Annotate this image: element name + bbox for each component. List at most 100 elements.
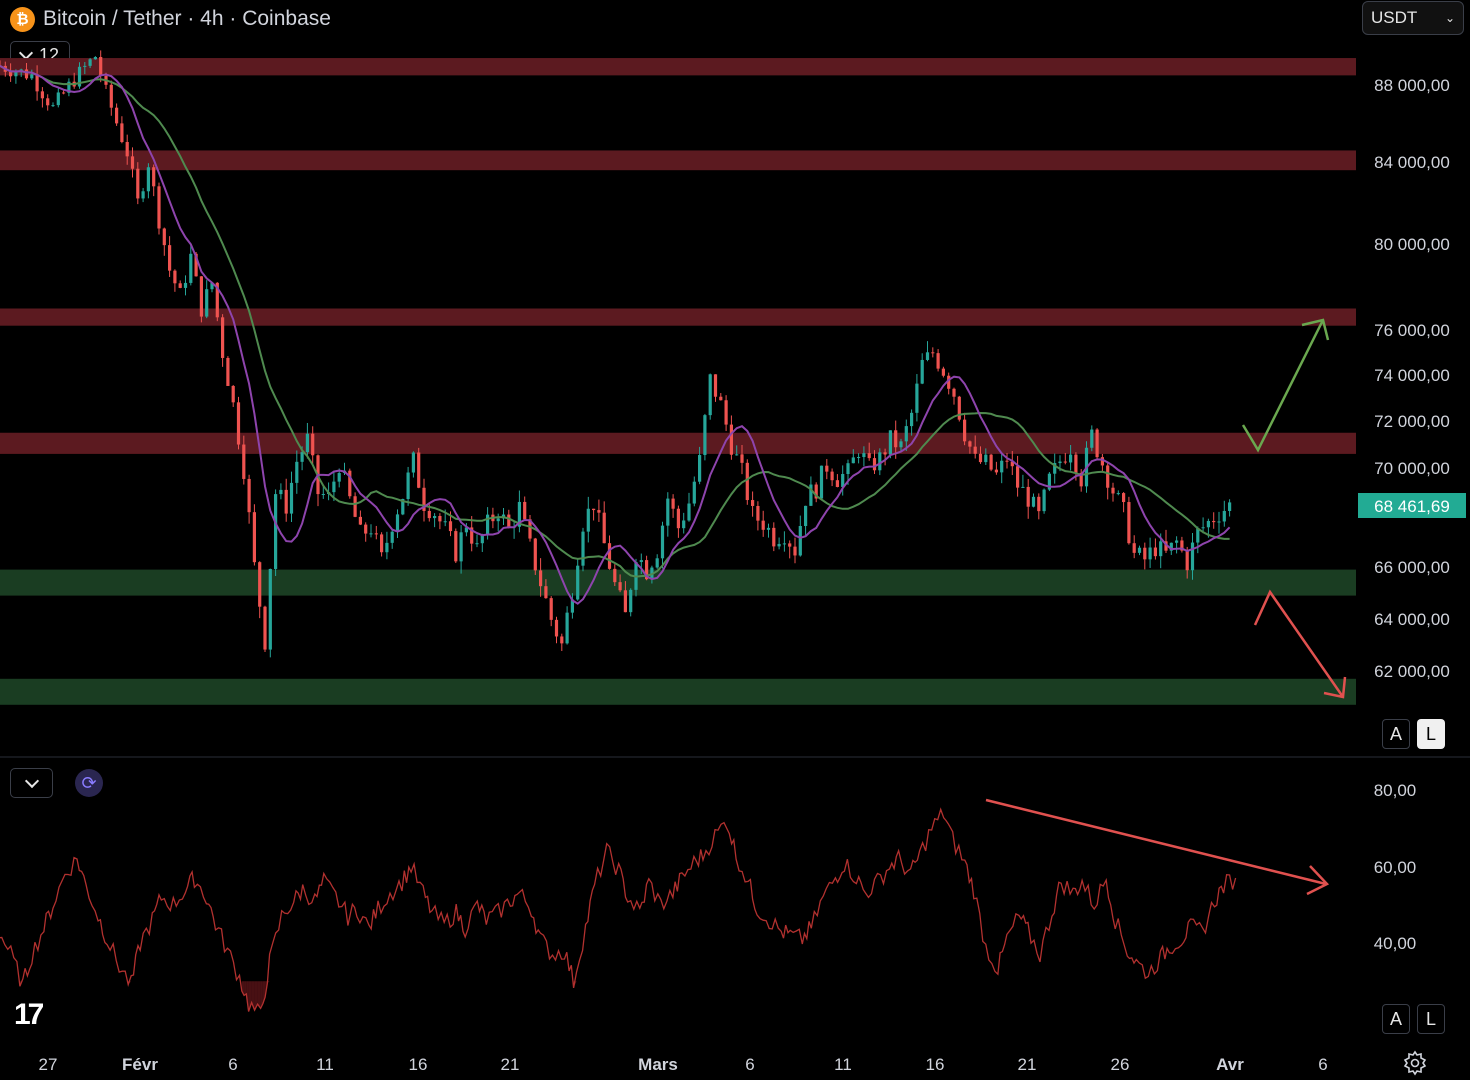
candle-body bbox=[274, 494, 278, 569]
candle-body bbox=[660, 525, 665, 559]
candle-body bbox=[194, 253, 198, 277]
rsi-auto-scale-button[interactable]: A bbox=[1382, 1004, 1410, 1034]
symbol-header[interactable]: ₿ Bitcoin / Tether · 4h · Coinbase bbox=[10, 4, 331, 34]
candle-body bbox=[708, 374, 712, 416]
candle-body bbox=[645, 560, 649, 580]
candle-body bbox=[592, 508, 596, 511]
price-tick-label: 64 000,00 bbox=[1374, 610, 1450, 629]
candle-body bbox=[1026, 486, 1030, 507]
candle-body bbox=[719, 396, 723, 401]
candle-body bbox=[655, 558, 659, 568]
candle-body bbox=[46, 98, 50, 106]
candle-body bbox=[242, 444, 246, 479]
candle-body bbox=[804, 505, 808, 526]
candle-body bbox=[1148, 547, 1152, 560]
candle-body bbox=[597, 510, 601, 513]
candle-body bbox=[682, 520, 686, 529]
candle-body bbox=[554, 619, 559, 637]
candle-body bbox=[565, 612, 569, 644]
candle-body bbox=[337, 473, 341, 482]
time-axis: 27 Févr 6 11 16 21 Mars 6 11 16 21 26 Avr 6 bbox=[39, 1055, 1328, 1074]
time-tick-label: Févr bbox=[122, 1055, 158, 1074]
moving-averages bbox=[0, 65, 1231, 605]
candle-body bbox=[968, 441, 972, 447]
candle-body bbox=[236, 402, 241, 445]
rsi-trendline-arrowhead bbox=[1306, 865, 1330, 896]
candle-body bbox=[1143, 547, 1147, 560]
candle-body bbox=[1021, 486, 1025, 488]
candle-body bbox=[533, 538, 537, 571]
zone-resistance-0 bbox=[0, 58, 1356, 76]
time-tick-label: 27 bbox=[39, 1055, 58, 1074]
candle-body bbox=[178, 283, 182, 288]
candle-body bbox=[867, 453, 871, 459]
candle-body bbox=[544, 586, 548, 599]
rsi-collapse-button[interactable] bbox=[10, 768, 53, 798]
zone-support-5 bbox=[0, 678, 1356, 705]
candle-body bbox=[168, 245, 172, 271]
candle-body bbox=[581, 531, 585, 566]
candle-body bbox=[920, 359, 924, 384]
rsi-oversold-fill bbox=[244, 981, 247, 996]
auto-scale-button[interactable]: A bbox=[1382, 719, 1410, 749]
time-tick-label: 11 bbox=[834, 1055, 852, 1074]
annotations bbox=[1241, 318, 1347, 699]
candle-body bbox=[517, 501, 521, 527]
candle-body bbox=[56, 92, 60, 106]
candle-body bbox=[364, 524, 368, 534]
candle-body bbox=[539, 570, 543, 587]
candle-body bbox=[162, 228, 166, 246]
candle-body bbox=[295, 461, 299, 483]
candle-body bbox=[973, 446, 977, 454]
price-tick-label: 88 000,00 bbox=[1374, 76, 1450, 95]
candle-body bbox=[9, 71, 13, 77]
price-tick-label: 84 000,00 bbox=[1374, 153, 1450, 172]
candle-body bbox=[475, 543, 479, 545]
candle-body bbox=[931, 352, 935, 354]
candle-body bbox=[978, 453, 983, 463]
candle-body bbox=[766, 527, 771, 530]
candle-body bbox=[872, 458, 877, 471]
candle-body bbox=[549, 598, 553, 620]
candle-body bbox=[947, 375, 951, 389]
rsi-line bbox=[0, 807, 1237, 1012]
candle-body bbox=[639, 560, 643, 563]
candle-body bbox=[1095, 429, 1099, 458]
log-scale-button[interactable]: L bbox=[1417, 719, 1445, 749]
candle-body bbox=[560, 636, 564, 644]
price-tick-label: 62 000,00 bbox=[1374, 662, 1450, 681]
candle-body bbox=[215, 282, 219, 318]
candle-body bbox=[782, 543, 786, 545]
settings-gear-icon[interactable] bbox=[1402, 1050, 1428, 1076]
price-tick-label: 72 000,00 bbox=[1374, 412, 1450, 431]
refresh-icon[interactable]: ⟳ bbox=[75, 769, 103, 797]
candle-body bbox=[62, 92, 66, 94]
candles bbox=[0, 50, 1232, 658]
bearish-arrow bbox=[1253, 589, 1345, 698]
quote-currency-select[interactable]: USDT ⌄ bbox=[1362, 1, 1464, 35]
rsi-pane bbox=[0, 798, 1330, 1012]
candle-body bbox=[459, 532, 463, 562]
candle-body bbox=[93, 56, 97, 60]
candle-body bbox=[35, 74, 39, 92]
candle-body bbox=[199, 276, 203, 317]
candle-body bbox=[941, 368, 945, 376]
candle-body bbox=[348, 470, 352, 497]
price-zones bbox=[0, 58, 1356, 705]
candle-body bbox=[989, 454, 993, 470]
candle-body bbox=[878, 452, 882, 471]
candle-body bbox=[411, 452, 415, 473]
candle-body bbox=[698, 455, 702, 482]
candle-body bbox=[830, 471, 834, 481]
candle-body bbox=[936, 353, 940, 369]
candle-body bbox=[448, 521, 453, 532]
candle-body bbox=[1127, 502, 1131, 544]
candle-body bbox=[904, 426, 908, 442]
candle-body bbox=[247, 478, 251, 513]
rsi-log-scale-button[interactable]: L bbox=[1417, 1004, 1445, 1034]
candle-body bbox=[894, 430, 898, 448]
zone-support-4 bbox=[0, 569, 1356, 596]
candle-body bbox=[952, 388, 956, 397]
candle-body bbox=[1169, 542, 1173, 551]
